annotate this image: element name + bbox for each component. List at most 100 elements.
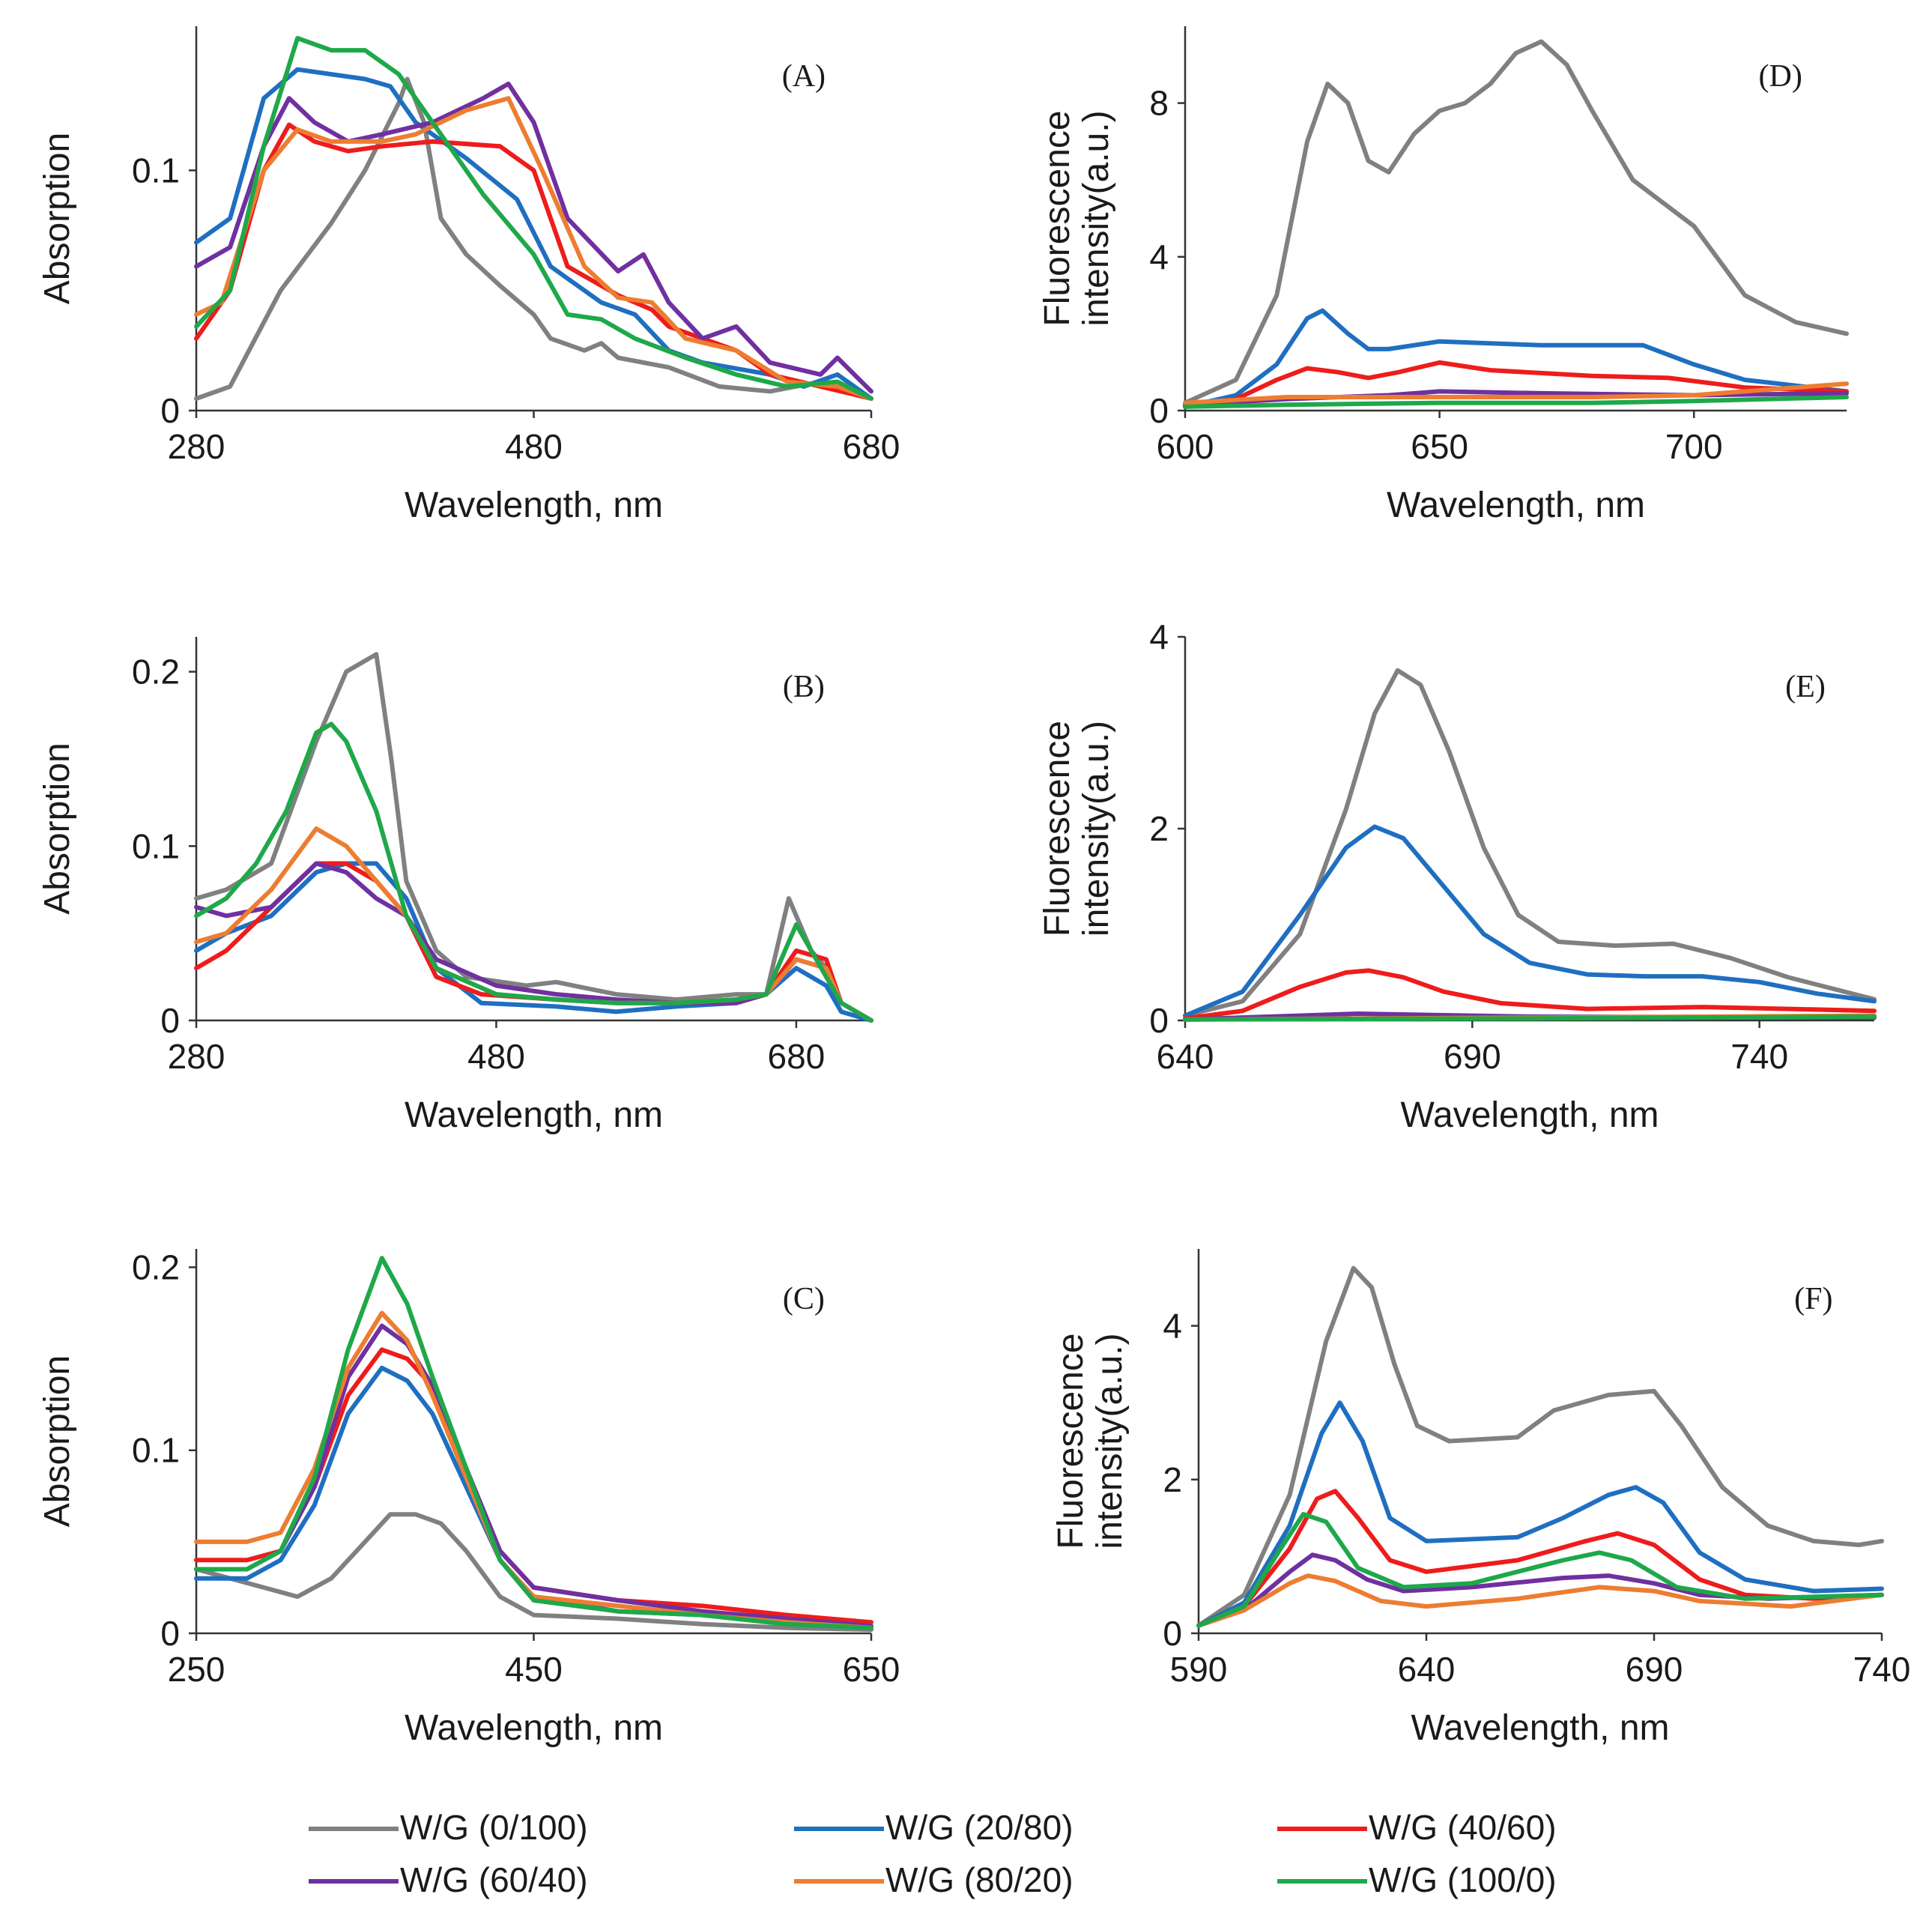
x-tick-label: 640 [1157,1037,1214,1076]
y-axis-title: Absorption [37,1355,77,1527]
panel-label: (A) [782,59,826,94]
y-tick-label: 0.1 [132,151,180,190]
x-tick-label: 640 [1398,1650,1456,1689]
panel-label: (E) [1785,670,1826,704]
x-tick-label: 250 [168,1650,225,1689]
y-axis-title: Fluorescenceintensity(a.u.) [1038,110,1116,326]
panel-b: 280 480 680 0 0.1 0.2 Wavelength, nm Absorption… [37,637,873,1135]
y-tick-label: 0.2 [132,653,180,692]
y-axis-title: Absorption [37,133,77,304]
y-axis-title: Fluorescenceintensity(a.u.) [1051,1333,1130,1549]
legend-item: W/G (40/60) [1277,1808,1557,1847]
legend-item: W/G (100/0) [1277,1860,1557,1899]
x-tick-label: 690 [1626,1650,1683,1689]
series-line-4 [194,1323,873,1629]
y-tick-label: 4 [1163,1307,1182,1346]
series-line-6 [1196,1512,1884,1628]
y-tick-label: 0 [160,1001,180,1040]
y-tick-label: 0 [1163,1614,1182,1653]
series-line-5 [194,1310,873,1630]
x-tick-label: 600 [1157,427,1214,466]
series-line-3 [1183,360,1849,409]
series-line-6 [194,1256,873,1630]
panel-a: 280 480 680 0 0.1 Wavelength, nm Absorption (A) [37,26,900,525]
series-line-1 [194,76,873,401]
x-tick-label: 740 [1730,1037,1788,1076]
x-tick-label: 450 [505,1650,563,1689]
series-line-2 [1196,1400,1884,1628]
x-axis-title: Wavelength, nm [405,1708,663,1748]
panel-label: (B) [783,670,825,704]
x-tick-label: 590 [1170,1650,1228,1689]
series-line-3 [1196,1489,1884,1628]
x-tick-label: 280 [168,427,225,466]
y-axis-title: Absorption [37,742,77,914]
series-line-6 [194,722,873,1023]
series-line-1 [1183,668,1877,1018]
x-tick-label: 480 [505,427,563,466]
legend-item: W/G (60/40) [309,1860,588,1899]
legend-item: W/G (20/80) [794,1808,1073,1847]
series-line-1 [194,652,873,1023]
series-line-2 [194,861,873,1023]
series-line-3 [1183,968,1877,1021]
panel-f: 590 640 690 740 0 2 4 Wavelength, nm Fluorescenc… [1051,1249,1910,1748]
x-axis-title: Wavelength, nm [405,1095,663,1135]
series-line-5 [194,96,873,401]
y-tick-label: 0.1 [132,1431,180,1470]
legend-label: W/G (80/20) [885,1860,1073,1899]
legend: W/G (0/100) W/G (20/80) W/G (40/60) W/G (60… [309,1808,1557,1899]
y-axis-title: Fluorescenceintensity(a.u.) [1038,721,1116,937]
series-line-1 [1183,39,1849,405]
y-tick-label: 2 [1163,1460,1182,1499]
y-tick-label: 4 [1149,238,1169,276]
x-tick-label: 650 [843,1650,900,1689]
x-tick-label: 280 [168,1037,225,1076]
series-line-2 [1183,308,1849,409]
legend-label: W/G (40/60) [1369,1808,1557,1847]
legend-label: W/G (100/0) [1369,1860,1557,1899]
panel-c: 250 450 650 0 0.1 0.2 Wavelength, nm Absorption… [37,1247,900,1748]
y-tick-label: 0.1 [132,826,180,865]
legend-label: W/G (20/80) [885,1808,1073,1847]
y-tick-label: 0 [160,1614,180,1653]
y-tick-label: 2 [1149,809,1169,848]
series-line-1 [194,1512,873,1633]
y-tick-label: 8 [1149,84,1169,123]
x-tick-label: 700 [1665,427,1723,466]
panel-label: (F) [1794,1282,1832,1316]
legend-item: W/G (80/20) [794,1860,1073,1899]
x-axis-title: Wavelength, nm [1411,1708,1669,1748]
y-tick-label: 0 [1149,1001,1169,1040]
series-line-5 [1196,1573,1884,1628]
legend-item: W/G (0/100) [309,1808,588,1847]
series-line-5 [1183,381,1849,405]
x-axis-title: Wavelength, nm [405,485,663,525]
x-tick-label: 740 [1853,1650,1911,1689]
series-line-6 [1183,395,1849,409]
panel-label: (D) [1759,59,1802,94]
y-tick-label: 0 [1149,391,1169,430]
series-line-6 [194,36,873,401]
panel-d: 600 650 700 0 4 8 Wavelength, nm Fluorescencein… [1038,26,1849,525]
panel-e: 640 690 740 0 2 4 Wavelength, nm Fluorescencein… [1038,617,1877,1135]
panel-label: (C) [783,1282,825,1316]
x-axis-title: Wavelength, nm [1400,1095,1659,1135]
legend-label: W/G (60/40) [400,1860,588,1899]
x-tick-label: 690 [1444,1037,1501,1076]
x-tick-label: 650 [1411,427,1468,466]
series-line-4 [1196,1552,1884,1628]
y-tick-label: 4 [1149,617,1169,656]
y-tick-label: 0.2 [132,1247,180,1286]
x-tick-label: 480 [467,1037,525,1076]
x-tick-label: 680 [843,427,900,466]
series-line-1 [1196,1265,1884,1628]
series-line-4 [194,81,873,394]
y-tick-label: 0 [160,391,180,430]
series-line-6 [1183,1014,1877,1022]
legend-label: W/G (0/100) [400,1808,588,1847]
series-line-2 [1183,824,1877,1018]
series-line-3 [194,1347,873,1625]
x-tick-label: 680 [768,1037,826,1076]
